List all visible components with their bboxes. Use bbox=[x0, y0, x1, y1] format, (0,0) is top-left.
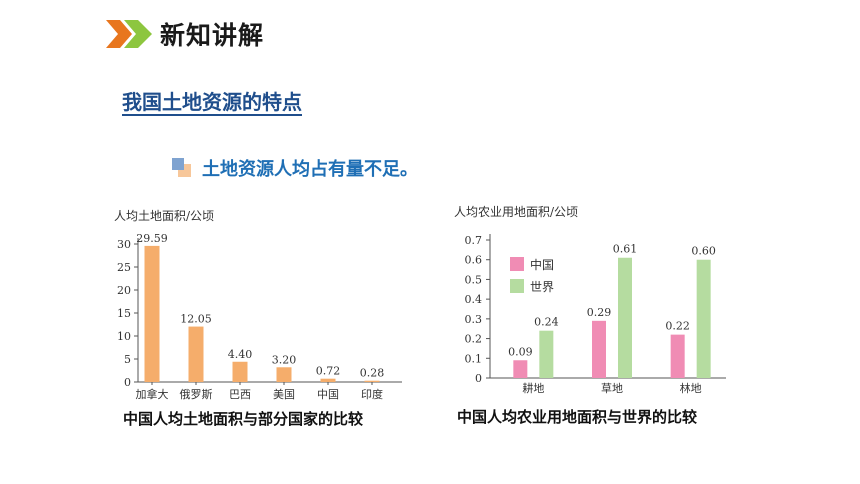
bar bbox=[188, 326, 204, 382]
page-header-title: 新知讲解 bbox=[160, 21, 265, 50]
y-tick-label: 0.6 bbox=[465, 254, 483, 267]
left-chart-caption: 中国人均土地面积与部分国家的比较 bbox=[123, 410, 364, 428]
category-label: 林地 bbox=[680, 381, 702, 395]
category-label: 印度 bbox=[361, 387, 383, 401]
category-label: 耕地 bbox=[522, 381, 544, 395]
category-label: 俄罗斯 bbox=[180, 388, 213, 401]
y-axis-title: 人均土地面积/公顷 bbox=[114, 209, 214, 223]
y-tick-label: 20 bbox=[117, 284, 131, 297]
section-title: 我国土地资源的特点 bbox=[122, 90, 302, 114]
y-tick-label: 0.2 bbox=[465, 333, 483, 346]
double-chevron-right-icon bbox=[106, 20, 152, 48]
y-tick-label: 15 bbox=[117, 307, 131, 320]
bar bbox=[276, 367, 292, 382]
legend-swatch bbox=[510, 279, 524, 293]
bar bbox=[232, 361, 248, 382]
bar-series-a bbox=[592, 320, 606, 378]
y-tick-label: 0.1 bbox=[465, 352, 483, 365]
legend-label: 世界 bbox=[530, 280, 554, 294]
y-tick-label: 0 bbox=[124, 376, 131, 389]
bar-value-label: 0.22 bbox=[665, 320, 690, 333]
y-tick-label: 5 bbox=[124, 353, 131, 366]
bar-value-label: 3.20 bbox=[272, 353, 297, 366]
bar-value-label: 0.60 bbox=[691, 245, 716, 258]
land-area-per-capita-chart: 人均土地面积/公顷 0 5 10 15 20 25 30 29.59 加拿大 12.05 俄罗斯 4.4… bbox=[114, 209, 402, 401]
bar-value-label: 0.61 bbox=[613, 243, 638, 256]
right-chart-caption: 中国人均农业用地面积与世界的比较 bbox=[457, 408, 698, 426]
category-label: 中国 bbox=[317, 388, 339, 401]
bar-series-b bbox=[618, 257, 632, 378]
agricultural-land-per-capita-chart: 人均农业用地面积/公顷 0 0.1 0.2 0.3 0.4 0.5 0.6 0.7 0.09 0.2… bbox=[454, 205, 726, 395]
y-tick-label: 0.7 bbox=[465, 234, 483, 247]
bar-value-label: 0.28 bbox=[360, 367, 385, 380]
bar-value-label: 0.09 bbox=[508, 345, 532, 358]
y-tick-label: 0 bbox=[475, 372, 482, 385]
bar-series-a bbox=[670, 334, 685, 378]
bar-value-label: 4.40 bbox=[228, 348, 253, 361]
category-label: 草地 bbox=[601, 382, 623, 395]
legend-label: 中国 bbox=[530, 257, 554, 272]
bar-value-label: 12.05 bbox=[180, 313, 212, 326]
y-tick-label: 30 bbox=[117, 238, 131, 251]
bar-series-b bbox=[696, 259, 711, 378]
y-tick-label: 10 bbox=[117, 330, 131, 343]
bar bbox=[364, 380, 380, 382]
y-tick-label: 0.5 bbox=[465, 273, 483, 286]
stacked-squares-icon bbox=[172, 158, 192, 178]
bar-value-label: 0.72 bbox=[316, 365, 341, 378]
bar-value-label: 0.24 bbox=[534, 316, 559, 329]
y-tick-label: 0.3 bbox=[465, 313, 483, 326]
y-axis-title: 人均农业用地面积/公顷 bbox=[454, 205, 578, 219]
y-tick-label: 25 bbox=[117, 261, 131, 274]
legend-swatch bbox=[510, 257, 524, 271]
y-tick-label: 0.4 bbox=[465, 293, 483, 306]
bar bbox=[320, 378, 336, 382]
bar-value-label: 29.59 bbox=[136, 232, 168, 245]
bar bbox=[144, 245, 160, 382]
category-label: 美国 bbox=[273, 388, 295, 401]
bar-series-a bbox=[513, 360, 528, 378]
bar-series-b bbox=[539, 330, 554, 378]
category-label: 巴西 bbox=[229, 388, 251, 401]
bullet-text: 土地资源人均占有量不足。 bbox=[202, 159, 418, 180]
bar-value-label: 0.29 bbox=[587, 306, 612, 319]
category-label: 加拿大 bbox=[136, 387, 169, 401]
